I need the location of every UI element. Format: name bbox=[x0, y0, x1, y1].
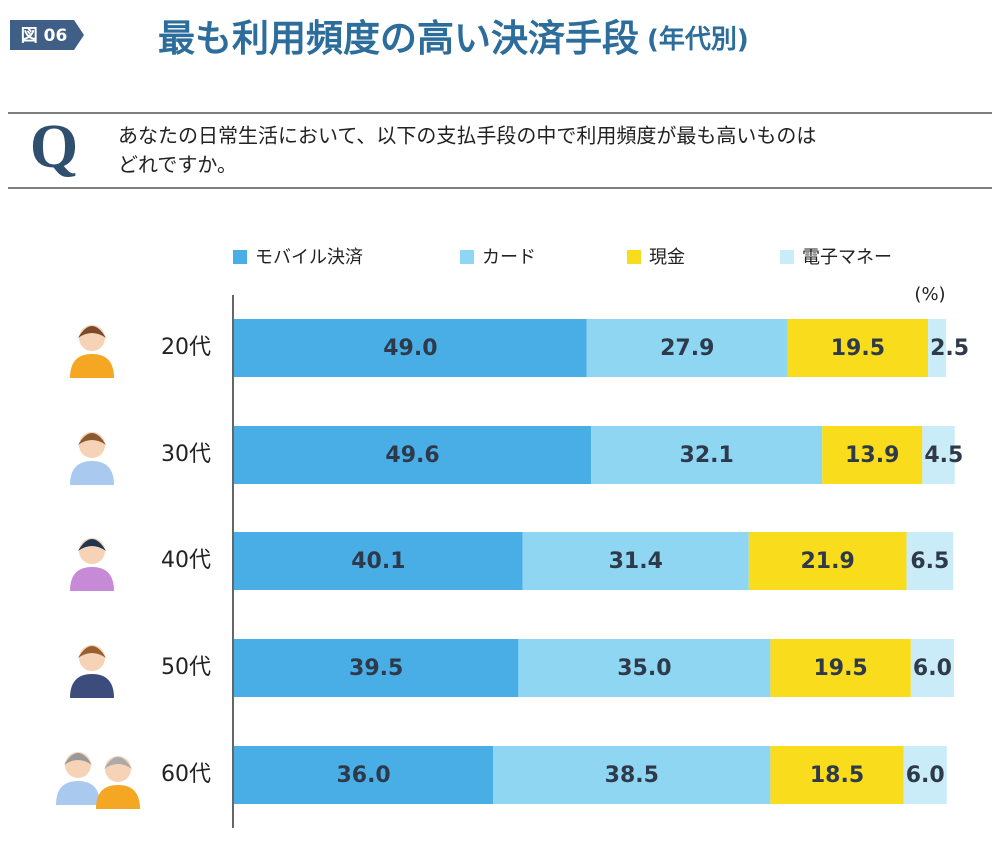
person-body bbox=[96, 785, 140, 809]
value-label: 6.5 bbox=[910, 549, 949, 574]
badge-shape bbox=[10, 20, 84, 50]
bar-segment bbox=[770, 746, 904, 804]
person-hair bbox=[78, 539, 106, 551]
bar-segment bbox=[234, 639, 519, 697]
question-line: どれですか。 bbox=[118, 153, 237, 177]
legend-swatch bbox=[627, 250, 641, 264]
bar-segment bbox=[234, 426, 592, 484]
person-hair bbox=[104, 757, 132, 769]
bar-segment bbox=[493, 746, 771, 804]
legend-swatch bbox=[233, 250, 247, 264]
title-main: 最も利用頻度の高い決済手段 bbox=[158, 17, 639, 60]
value-label: 35.0 bbox=[617, 656, 671, 681]
value-label: 6.0 bbox=[906, 763, 945, 788]
bar-segment bbox=[910, 639, 954, 697]
legend-label: 電子マネー bbox=[802, 247, 892, 268]
person-hair bbox=[78, 326, 106, 338]
value-label: 40.1 bbox=[351, 549, 405, 574]
category-label: 60代 bbox=[161, 762, 211, 787]
value-label: 38.5 bbox=[605, 763, 659, 788]
value-label: 19.5 bbox=[831, 336, 885, 361]
value-label: 31.4 bbox=[609, 549, 663, 574]
value-label: 32.1 bbox=[680, 443, 734, 468]
bar-segment bbox=[234, 746, 494, 804]
value-label: 49.0 bbox=[383, 336, 437, 361]
person-body bbox=[70, 567, 114, 591]
person-hair bbox=[64, 753, 92, 765]
category-label: 30代 bbox=[161, 442, 211, 467]
bar-segment bbox=[928, 319, 947, 377]
value-label: 6.0 bbox=[913, 656, 952, 681]
bar-segment bbox=[748, 532, 907, 590]
legend-label: カード bbox=[482, 247, 536, 268]
value-label: 49.6 bbox=[385, 443, 439, 468]
bar-segment bbox=[234, 319, 587, 377]
person-body bbox=[70, 354, 114, 378]
legend-swatch bbox=[780, 250, 794, 264]
legend-label: モバイル決済 bbox=[255, 247, 363, 268]
question-line: あなたの日常生活において、以下の支払手段の中で利用頻度が最も高いものは bbox=[118, 124, 816, 148]
bar-segment bbox=[518, 639, 771, 697]
bar-segment bbox=[922, 426, 955, 484]
bar-segment bbox=[591, 426, 823, 484]
bar-segment bbox=[822, 426, 923, 484]
bar-segment bbox=[586, 319, 788, 377]
legend-swatch bbox=[460, 250, 474, 264]
person-body bbox=[56, 781, 100, 805]
category-label: 20代 bbox=[161, 335, 211, 360]
value-label: 4.5 bbox=[924, 443, 963, 468]
value-label: 27.9 bbox=[660, 336, 714, 361]
category-label: 50代 bbox=[161, 655, 211, 680]
unit: (%) bbox=[914, 284, 945, 305]
person-body bbox=[70, 461, 114, 485]
bar-segment bbox=[522, 532, 749, 590]
chart-title: 最も利用頻度の高い決済手段 (年代別) bbox=[158, 17, 749, 60]
value-label: 36.0 bbox=[336, 763, 390, 788]
question-mark: Q bbox=[30, 113, 78, 181]
value-label: 39.5 bbox=[349, 656, 403, 681]
value-label: 13.9 bbox=[845, 443, 899, 468]
bar-segment bbox=[234, 532, 523, 590]
person-body bbox=[70, 674, 114, 698]
value-label: 21.9 bbox=[800, 549, 854, 574]
value-label: 19.5 bbox=[813, 656, 867, 681]
bar-segment bbox=[787, 319, 929, 377]
bar-segment bbox=[770, 639, 911, 697]
value-label: 2.5 bbox=[930, 336, 969, 361]
person-hair bbox=[78, 646, 106, 658]
title-suffix: (年代別) bbox=[647, 24, 749, 55]
badge: 図 06 bbox=[21, 26, 68, 46]
bar-segment bbox=[903, 746, 947, 804]
category-label: 40代 bbox=[161, 548, 211, 573]
value-label: 18.5 bbox=[810, 763, 864, 788]
person-hair bbox=[78, 433, 106, 445]
bar-segment bbox=[906, 532, 954, 590]
legend-label: 現金 bbox=[649, 247, 685, 268]
